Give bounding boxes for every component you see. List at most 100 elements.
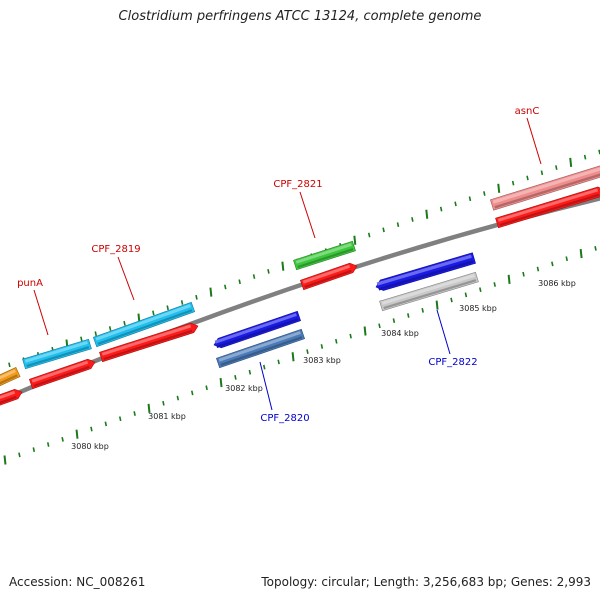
inner-tick-mark xyxy=(90,426,93,432)
outer-tick-mark xyxy=(80,336,83,342)
scale-label-3082: 3082 kbp xyxy=(225,384,263,393)
inner-tick-mark xyxy=(507,274,511,284)
scale-label-3086: 3086 kbp xyxy=(538,279,576,288)
outer-tick-mark xyxy=(425,209,429,219)
inner-tick-mark xyxy=(493,282,496,287)
inner-tick-mark xyxy=(320,344,324,349)
inner-tick-mark xyxy=(277,359,280,365)
map-title: Clostridium perfringens ATCC 13124, comp… xyxy=(118,9,482,24)
inner-tick-mark xyxy=(579,248,583,259)
inner-tick-mark xyxy=(118,416,122,422)
inner-tick-mark xyxy=(133,411,136,416)
inner-tick-mark xyxy=(234,375,237,380)
gene-punA xyxy=(22,338,92,370)
outer-tick-mark xyxy=(123,320,126,326)
outer-tick-mark xyxy=(252,274,256,279)
cpf2822-callout-line xyxy=(436,309,451,355)
inner-tick-mark xyxy=(205,385,208,391)
outer-tick-mark xyxy=(483,191,486,196)
gene-label-cpf2822: CPF_2822 xyxy=(428,357,477,368)
inner-tick-mark xyxy=(75,429,79,439)
outer-tick-mark xyxy=(108,326,112,331)
cpf2819-callout-line xyxy=(117,256,135,301)
outer-tick-mark xyxy=(281,261,285,271)
gene-orange-edge xyxy=(0,367,21,387)
genome-summary: Topology: circular; Length: 3,256,683 bp… xyxy=(261,575,591,589)
cds-cpf2821 xyxy=(299,262,358,291)
asnC-callout-line xyxy=(526,117,542,165)
gene-asnC xyxy=(489,165,600,211)
gene-label-cpf2821: CPF_2821 xyxy=(273,179,322,190)
outer-tick-mark xyxy=(411,217,414,222)
scale-label-3081: 3081 kbp xyxy=(148,412,186,421)
outer-tick-mark xyxy=(540,170,544,176)
inner-tick-mark xyxy=(464,292,468,298)
outer-tick-mark xyxy=(94,331,98,337)
inner-tick-mark xyxy=(190,390,194,396)
gene-cpf2820 xyxy=(213,310,301,349)
inner-tick-mark xyxy=(392,318,396,324)
inner-tick-mark xyxy=(32,447,36,453)
inner-tick-mark xyxy=(176,395,180,401)
outer-tick-mark xyxy=(367,232,371,238)
cpf2821-callout-line xyxy=(299,191,316,239)
inner-tick-mark xyxy=(219,377,223,388)
inner-tick-mark xyxy=(248,369,252,375)
outer-tick-mark xyxy=(166,305,169,311)
inner-tick-mark xyxy=(407,313,410,318)
outer-tick-mark xyxy=(152,310,155,316)
inner-tick-mark xyxy=(378,323,381,329)
inner-tick-mark xyxy=(263,364,266,370)
gene-cpf2821 xyxy=(293,240,356,271)
outer-tick-mark xyxy=(526,175,529,181)
inner-tick-mark xyxy=(147,403,151,413)
outer-tick-mark xyxy=(497,183,501,193)
gene-label-cpf2820: CPF_2820 xyxy=(260,413,309,424)
cds-asnC xyxy=(495,186,600,229)
inner-tick-mark xyxy=(306,349,309,354)
outer-tick-mark xyxy=(583,154,587,160)
cpf2820-callout-line xyxy=(259,361,273,411)
outer-tick-mark xyxy=(8,362,11,368)
gene-callouts xyxy=(33,117,542,411)
cds-edge-a xyxy=(0,388,23,406)
outer-tick-mark xyxy=(195,294,198,300)
inner-tick-mark xyxy=(551,261,554,267)
outer-tick-mark xyxy=(180,300,184,305)
gene-features xyxy=(0,165,600,406)
gene-cpf2819 xyxy=(92,301,196,348)
inner-tick-mark xyxy=(349,333,352,339)
outer-tick-mark xyxy=(267,269,270,274)
inner-tick-mark xyxy=(162,400,165,406)
gene-cpf2822 xyxy=(375,252,476,291)
outer-tick-mark xyxy=(569,157,573,167)
inner-tick-mark xyxy=(363,326,367,336)
cds-cpf2820 xyxy=(216,328,305,369)
outer-tick-mark xyxy=(396,222,400,228)
punA-callout-line xyxy=(33,289,49,336)
scale-label-3083: 3083 kbp xyxy=(303,356,341,365)
inner-tick-mark xyxy=(3,455,7,465)
outer-tick-mark xyxy=(555,165,558,170)
cds-cpf2819 xyxy=(99,322,199,363)
inner-tick-mark xyxy=(421,307,424,313)
outer-tick-mark xyxy=(511,180,515,186)
inner-tick-mark xyxy=(565,256,568,262)
inner-tick-mark xyxy=(18,452,21,458)
outer-tick-mark xyxy=(353,235,357,245)
inner-tick-mark xyxy=(594,246,597,251)
inner-tick-mark xyxy=(435,300,439,310)
outer-tick-mark xyxy=(468,196,472,202)
outer-tick-mark xyxy=(238,279,241,285)
cds-punA xyxy=(28,358,96,390)
inner-tick-mark xyxy=(291,352,295,362)
inner-tick-mark xyxy=(522,271,525,277)
scale-label-3085: 3085 kbp xyxy=(459,304,497,313)
inner-tick-mark xyxy=(536,266,540,272)
cds-cpf2822 xyxy=(379,271,479,312)
inner-tick-mark xyxy=(335,338,338,344)
inner-tick-mark xyxy=(450,297,453,303)
outer-tick-mark xyxy=(454,201,457,207)
inner-tick-mark xyxy=(104,421,108,427)
